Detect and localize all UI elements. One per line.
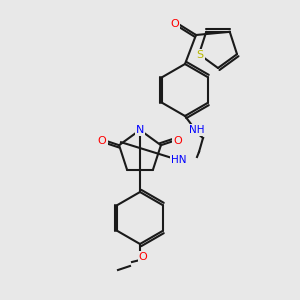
Text: O: O — [171, 19, 179, 29]
Text: O: O — [173, 136, 182, 146]
Text: NH: NH — [189, 125, 205, 135]
Text: N: N — [136, 125, 144, 135]
Text: S: S — [196, 50, 203, 60]
Text: HN: HN — [172, 155, 187, 165]
Text: O: O — [139, 252, 147, 262]
Text: O: O — [98, 136, 106, 146]
